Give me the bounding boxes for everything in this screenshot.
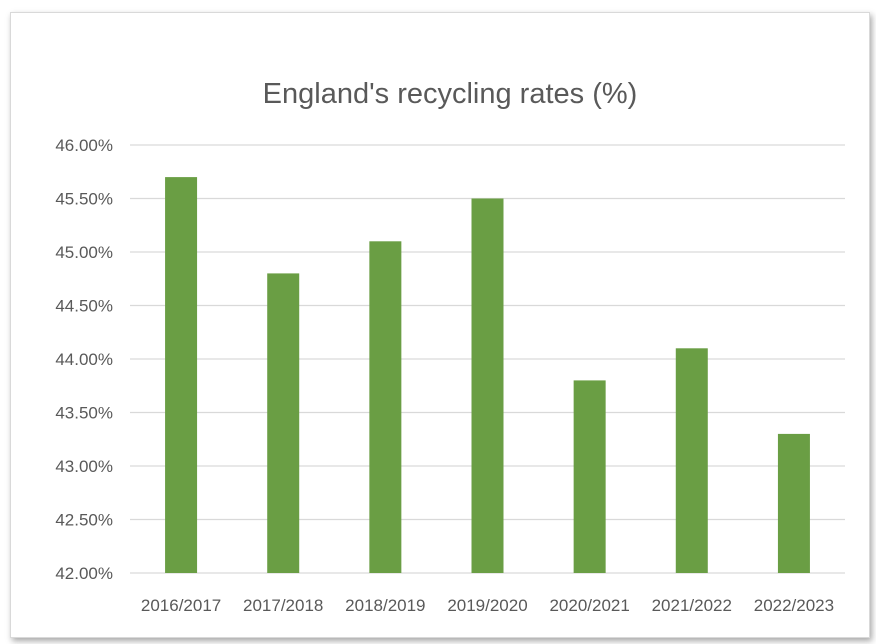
x-tick-label: 2019/2020 (447, 596, 527, 615)
x-tick-label: 2017/2018 (243, 596, 323, 615)
bar-2018-2019 (369, 241, 402, 574)
y-tick-label: 45.00% (55, 243, 113, 262)
y-tick-label: 42.00% (55, 564, 113, 583)
chart-title: England's recycling rates (%) (263, 78, 638, 110)
bar-2020-2021 (573, 380, 606, 573)
x-tick-label: 2021/2022 (652, 596, 732, 615)
x-tick-label: 2020/2021 (549, 596, 629, 615)
bars (165, 177, 810, 574)
x-axis-ticks: 2016/2017 2017/2018 2018/2019 2019/2020 2020… (141, 596, 834, 615)
y-tick-label: 44.00% (55, 350, 113, 369)
y-axis-ticks: 42.00% 42.50% 43.00% 43.50% 44.00% 44.50% 45.0… (55, 136, 113, 583)
y-tick-label: 46.00% (55, 136, 113, 155)
x-tick-label: 2016/2017 (141, 596, 221, 615)
bar-2017-2018 (267, 273, 300, 573)
bar-2016-2017 (165, 177, 198, 573)
y-tick-label: 42.50% (55, 511, 113, 530)
y-tick-label: 45.50% (55, 190, 113, 209)
x-tick-label: 2018/2019 (345, 596, 425, 615)
bar-2022-2023 (777, 433, 810, 573)
x-tick-label: 2022/2023 (754, 596, 834, 615)
bar-2019-2020 (471, 198, 504, 573)
y-tick-label: 43.50% (55, 404, 113, 423)
y-tick-label: 44.50% (55, 297, 113, 316)
bar-2021-2022 (675, 348, 708, 573)
chart-frame (10, 12, 870, 638)
y-tick-label: 43.00% (55, 457, 113, 476)
